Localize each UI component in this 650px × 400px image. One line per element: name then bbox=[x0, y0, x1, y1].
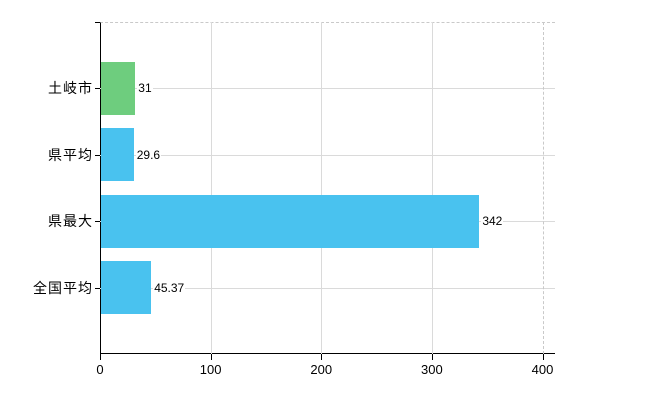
x-tick-label: 100 bbox=[199, 362, 222, 377]
bar-value-label: 45.37 bbox=[153, 279, 186, 296]
bar-3 bbox=[101, 261, 152, 315]
x-tick-label: 400 bbox=[531, 362, 554, 377]
y-axis-tick bbox=[95, 221, 100, 223]
category-label: 県最大 bbox=[48, 213, 93, 230]
category-gridline bbox=[100, 88, 555, 90]
bar-value-label: 342 bbox=[481, 213, 504, 230]
x-axis-tick bbox=[210, 354, 212, 360]
bar-0 bbox=[101, 61, 136, 115]
bar-2 bbox=[101, 194, 480, 248]
x-axis-tick bbox=[431, 354, 433, 360]
category-label: 全国平均 bbox=[33, 279, 93, 296]
x-axis-tick bbox=[542, 354, 544, 360]
x-tick-label: 200 bbox=[310, 362, 333, 377]
y-axis-top-tick bbox=[95, 22, 100, 23]
bar-value-label: 31 bbox=[137, 80, 153, 97]
bar-value-label: 29.6 bbox=[135, 146, 162, 163]
bar-1 bbox=[101, 128, 134, 182]
x-gridline bbox=[431, 22, 433, 354]
category-gridline bbox=[100, 154, 555, 156]
category-gridline bbox=[100, 287, 555, 289]
y-axis-tick bbox=[95, 88, 100, 90]
category-label: 土岐市 bbox=[48, 80, 93, 97]
category-label: 県平均 bbox=[48, 146, 93, 163]
y-axis-tick bbox=[95, 154, 100, 156]
x-gridline bbox=[542, 22, 544, 354]
x-gridline bbox=[321, 22, 323, 354]
plot-area bbox=[100, 22, 555, 354]
x-axis-tick bbox=[321, 354, 323, 360]
x-tick-label: 300 bbox=[421, 362, 443, 377]
x-gridline bbox=[210, 22, 212, 354]
x-axis-tick bbox=[100, 354, 101, 360]
x-tick-label: 0 bbox=[96, 362, 104, 377]
y-axis-tick bbox=[95, 287, 100, 289]
